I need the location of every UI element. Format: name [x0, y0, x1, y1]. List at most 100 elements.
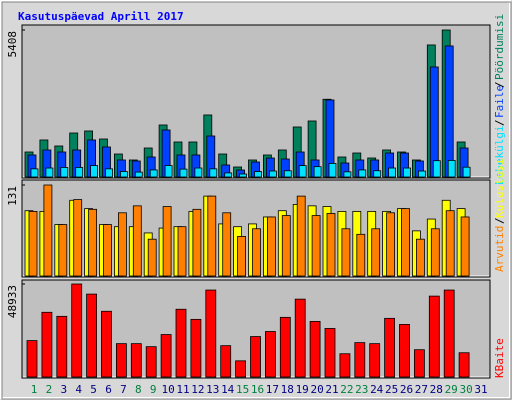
x-tick-label: 22 — [340, 383, 353, 396]
bar — [279, 316, 291, 378]
bar — [311, 215, 321, 277]
bar — [205, 289, 217, 378]
bar — [415, 238, 425, 277]
bar — [145, 346, 157, 378]
bar — [164, 165, 173, 178]
bar — [326, 213, 336, 277]
bar — [250, 336, 261, 378]
legend-entry: Arvutid — [493, 226, 506, 272]
legend-separator: / — [493, 81, 506, 88]
x-tick-label: 19 — [296, 383, 309, 396]
bar — [413, 349, 425, 378]
bar — [384, 317, 396, 378]
y-tick-label: 48933 — [6, 285, 19, 318]
bar — [190, 318, 202, 378]
bar — [134, 171, 143, 178]
bar — [296, 195, 306, 277]
bar — [328, 163, 337, 178]
bar — [309, 320, 321, 378]
bar — [73, 199, 83, 277]
bar — [56, 315, 68, 378]
bar — [88, 208, 97, 277]
x-tick-label: 7 — [120, 383, 127, 396]
bar — [147, 238, 157, 277]
bar — [354, 342, 366, 378]
bar — [266, 216, 276, 277]
bar — [386, 212, 396, 277]
bar — [462, 166, 471, 178]
bar — [235, 360, 247, 378]
bar — [443, 289, 455, 378]
x-tick-label: 12 — [191, 383, 204, 396]
bar — [252, 228, 261, 277]
legend-entry: Faile — [493, 85, 506, 118]
bar — [45, 167, 54, 178]
x-tick-label: 15 — [236, 383, 249, 396]
bar — [324, 328, 336, 378]
bar — [58, 224, 68, 277]
bar — [356, 233, 366, 277]
x-tick-label: 4 — [75, 383, 82, 396]
x-tick-label: 28 — [430, 383, 443, 396]
bar — [399, 324, 410, 378]
legend-entry: KBaite — [493, 338, 506, 378]
x-tick-label: 17 — [266, 383, 279, 396]
x-tick-label: 18 — [281, 383, 294, 396]
x-tick-label: 20 — [310, 383, 323, 396]
bar — [71, 283, 83, 378]
bar — [194, 167, 203, 178]
x-tick-label: 23 — [355, 383, 368, 396]
bar — [207, 195, 217, 277]
bar — [373, 170, 382, 178]
bar — [341, 228, 351, 277]
bar — [430, 228, 440, 277]
x-tick-label: 6 — [105, 383, 112, 396]
x-tick-label: 10 — [161, 383, 174, 396]
bar — [43, 184, 53, 277]
bar — [175, 308, 187, 378]
x-tick-label: 25 — [385, 383, 398, 396]
bar — [132, 205, 142, 277]
x-tick-label: 26 — [400, 383, 413, 396]
bar — [30, 168, 39, 178]
bar — [444, 45, 454, 178]
legend-separator: / — [493, 119, 506, 126]
bar — [239, 173, 248, 178]
x-tick-label: 13 — [206, 383, 219, 396]
x-tick-label: 9 — [150, 383, 157, 396]
bar — [264, 331, 276, 378]
bar — [86, 293, 97, 378]
bar — [268, 170, 277, 178]
bar — [41, 311, 53, 378]
bar — [28, 210, 38, 277]
bar — [298, 165, 307, 178]
bar — [101, 310, 112, 378]
bar — [224, 172, 233, 178]
bar — [149, 169, 158, 178]
x-tick-label: 14 — [221, 383, 235, 396]
x-tick-label: 2 — [46, 383, 53, 396]
x-tick-label: 5 — [90, 383, 97, 396]
bar — [445, 210, 455, 277]
legend-entry: Lehekülgi — [493, 125, 506, 185]
bar — [401, 208, 410, 277]
bar — [116, 343, 127, 378]
bar — [428, 295, 440, 378]
x-tick-label: 3 — [60, 383, 67, 396]
bar — [403, 167, 411, 178]
bar — [105, 168, 113, 178]
x-tick-label: 30 — [459, 383, 472, 396]
x-tick-label: 1 — [31, 383, 38, 396]
x-tick-label: 8 — [135, 383, 142, 396]
bar — [60, 167, 69, 178]
x-tick-label: 27 — [415, 383, 428, 396]
bar — [118, 212, 127, 277]
x-tick-label: 11 — [176, 383, 189, 396]
bar — [294, 298, 306, 378]
bar — [343, 171, 352, 178]
x-tick-label: 29 — [445, 383, 458, 396]
bar — [447, 160, 456, 178]
bar — [237, 236, 247, 277]
